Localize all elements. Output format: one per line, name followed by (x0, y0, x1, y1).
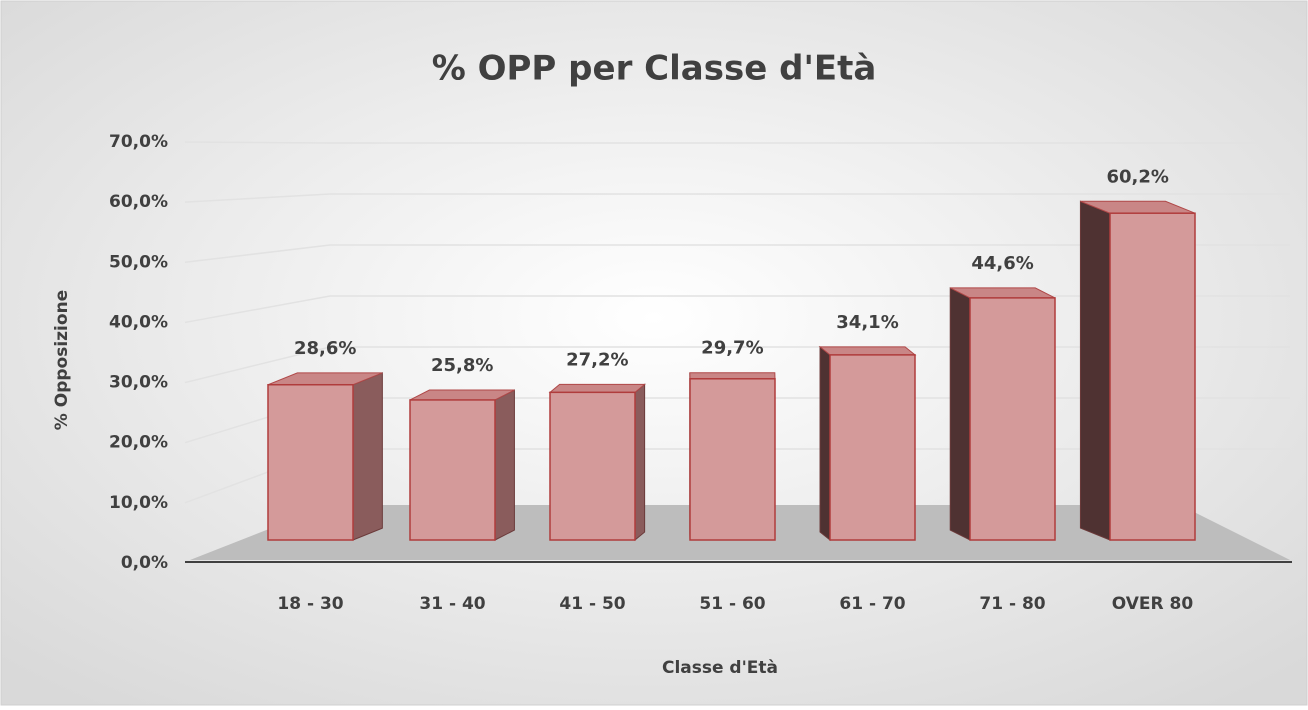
x-axis-title: Classe d'Età (662, 658, 778, 678)
bar-top (550, 384, 645, 392)
bar-side (820, 347, 830, 540)
data-label: 44,6% (971, 253, 1033, 274)
y-tick-label: 40,0% (109, 312, 168, 332)
bar (550, 392, 635, 540)
bar (1110, 213, 1195, 540)
bar-side (635, 384, 645, 540)
y-tick-label: 50,0% (109, 252, 168, 272)
bar-side (353, 373, 382, 540)
data-label: 25,8% (431, 355, 493, 376)
data-label: 29,7% (701, 338, 763, 359)
bar (830, 355, 915, 540)
x-tick-label: 31 - 40 (419, 594, 485, 614)
x-tick-label: 41 - 50 (559, 594, 625, 614)
bar-side (950, 288, 970, 540)
y-tick-label: 10,0% (109, 493, 168, 513)
y-tick-label: 60,0% (109, 192, 168, 212)
x-tick-label: 18 - 30 (277, 594, 343, 614)
data-label: 27,2% (566, 349, 628, 370)
data-label: 28,6% (294, 338, 356, 359)
bar-side (1080, 201, 1110, 540)
y-tick-label: 0,0% (121, 553, 168, 573)
bar-top (410, 390, 514, 400)
x-tick-label: 51 - 60 (699, 594, 765, 614)
data-label: 34,1% (836, 312, 898, 333)
x-tick-label: 61 - 70 (839, 594, 905, 614)
x-tick-label: 71 - 80 (979, 594, 1045, 614)
y-axis-title: % Opposizione (52, 290, 72, 430)
y-tick-label: 30,0% (109, 373, 168, 393)
bar-side (495, 390, 514, 540)
bar (268, 385, 353, 540)
bar (410, 400, 495, 540)
bar-top (820, 347, 915, 355)
y-tick-label: 20,0% (109, 433, 168, 453)
data-label: 60,2% (1106, 166, 1168, 187)
bar (690, 379, 775, 540)
y-tick-label: 70,0% (109, 132, 168, 152)
bar-top (950, 288, 1055, 298)
x-tick-label: OVER 80 (1112, 594, 1194, 614)
bar-top (690, 373, 775, 379)
bar (970, 298, 1055, 540)
chart-title: % OPP per Classe d'Età (432, 49, 877, 89)
